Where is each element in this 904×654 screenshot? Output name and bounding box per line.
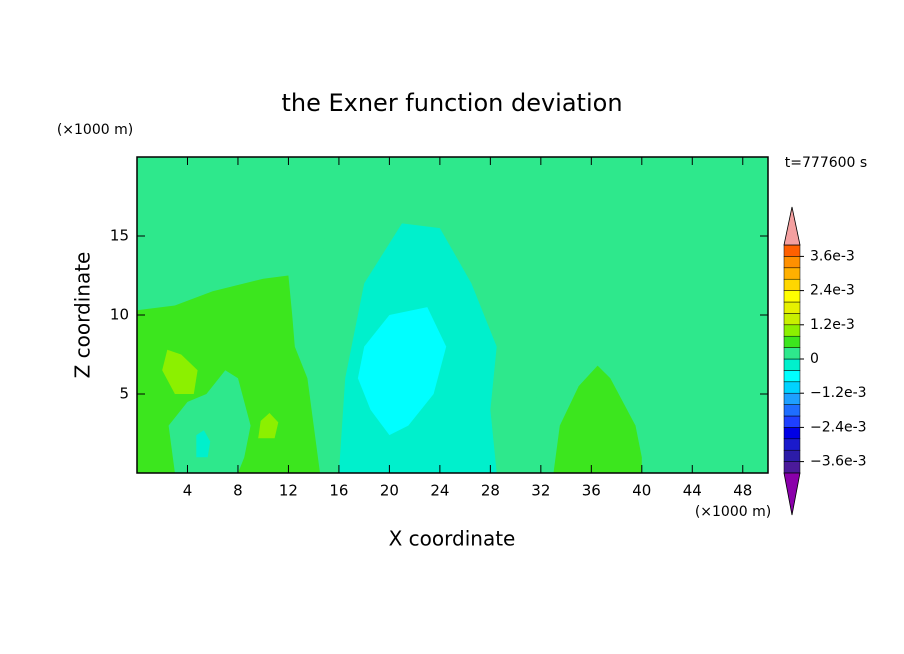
x-tick-label: 36: [582, 482, 601, 500]
chart-title: the Exner function deviation: [281, 89, 622, 117]
x-tick-label: 32: [531, 482, 550, 500]
y-tick-label: 5: [119, 385, 129, 403]
colorbar-band: [783, 404, 801, 417]
x-tick-label: 16: [329, 482, 348, 500]
x-tick-label: 12: [279, 482, 298, 500]
colorbar-band: [783, 415, 801, 428]
colorbar-band: [783, 461, 801, 474]
colorbar-band: [783, 301, 801, 314]
colorbar-band: [783, 427, 801, 440]
y-tick-label: 15: [110, 227, 129, 245]
contour-region: [553, 365, 642, 473]
contour-region: [162, 349, 198, 394]
y-axis-label: Z coordinate: [71, 252, 95, 379]
x-tick-label: 24: [430, 482, 449, 500]
colorbar-band: [783, 358, 801, 371]
colorbar-band: [783, 244, 801, 257]
colorbar-tick-label: 3.6e-3: [810, 248, 855, 264]
colorbar-tick-label: 2.4e-3: [810, 283, 855, 299]
colorbar-band: [783, 370, 801, 383]
x-tick-label: 20: [380, 482, 399, 500]
colorbar-tick-label: −3.6e-3: [810, 454, 867, 470]
colorbar-band: [783, 449, 801, 462]
colorbar-over: [783, 206, 801, 246]
time-annotation: t=777600 s: [785, 155, 867, 171]
colorbar-tick-label: −2.4e-3: [810, 419, 867, 435]
colorbar-band: [783, 256, 801, 269]
colorbar-tick-label: −1.2e-3: [810, 385, 867, 401]
x-tick-label: 44: [683, 482, 702, 500]
y-unit: (×1000 m): [57, 122, 133, 138]
x-axis-label: X coordinate: [389, 527, 516, 551]
contour-region: [357, 307, 447, 436]
colorbar-tick-label: 0: [810, 351, 819, 367]
colorbar-band: [783, 392, 801, 405]
colorbar-band: [783, 381, 801, 394]
x-tick-label: 8: [233, 482, 243, 500]
colorbar-band: [783, 267, 801, 280]
colorbar-under: [783, 472, 801, 516]
x-tick-label: 48: [733, 482, 752, 500]
colorbar-band: [783, 438, 801, 451]
x-tick-label: 28: [481, 482, 500, 500]
colorbar-tick-label: 1.2e-3: [810, 317, 855, 333]
colorbar-band: [783, 290, 801, 303]
x-unit: (×1000 m): [695, 504, 771, 520]
contour-region: [196, 430, 211, 458]
contour-region: [168, 370, 251, 473]
colorbar-band: [783, 278, 801, 291]
colorbar-band: [783, 347, 801, 360]
contour-region: [258, 413, 279, 439]
colorbar-band: [783, 313, 801, 326]
colorbar-band: [783, 324, 801, 337]
x-tick-label: 40: [632, 482, 651, 500]
x-tick-label: 4: [183, 482, 193, 500]
colorbar-band: [783, 335, 801, 348]
y-tick-label: 10: [110, 306, 129, 324]
contour-region: [673, 322, 762, 473]
